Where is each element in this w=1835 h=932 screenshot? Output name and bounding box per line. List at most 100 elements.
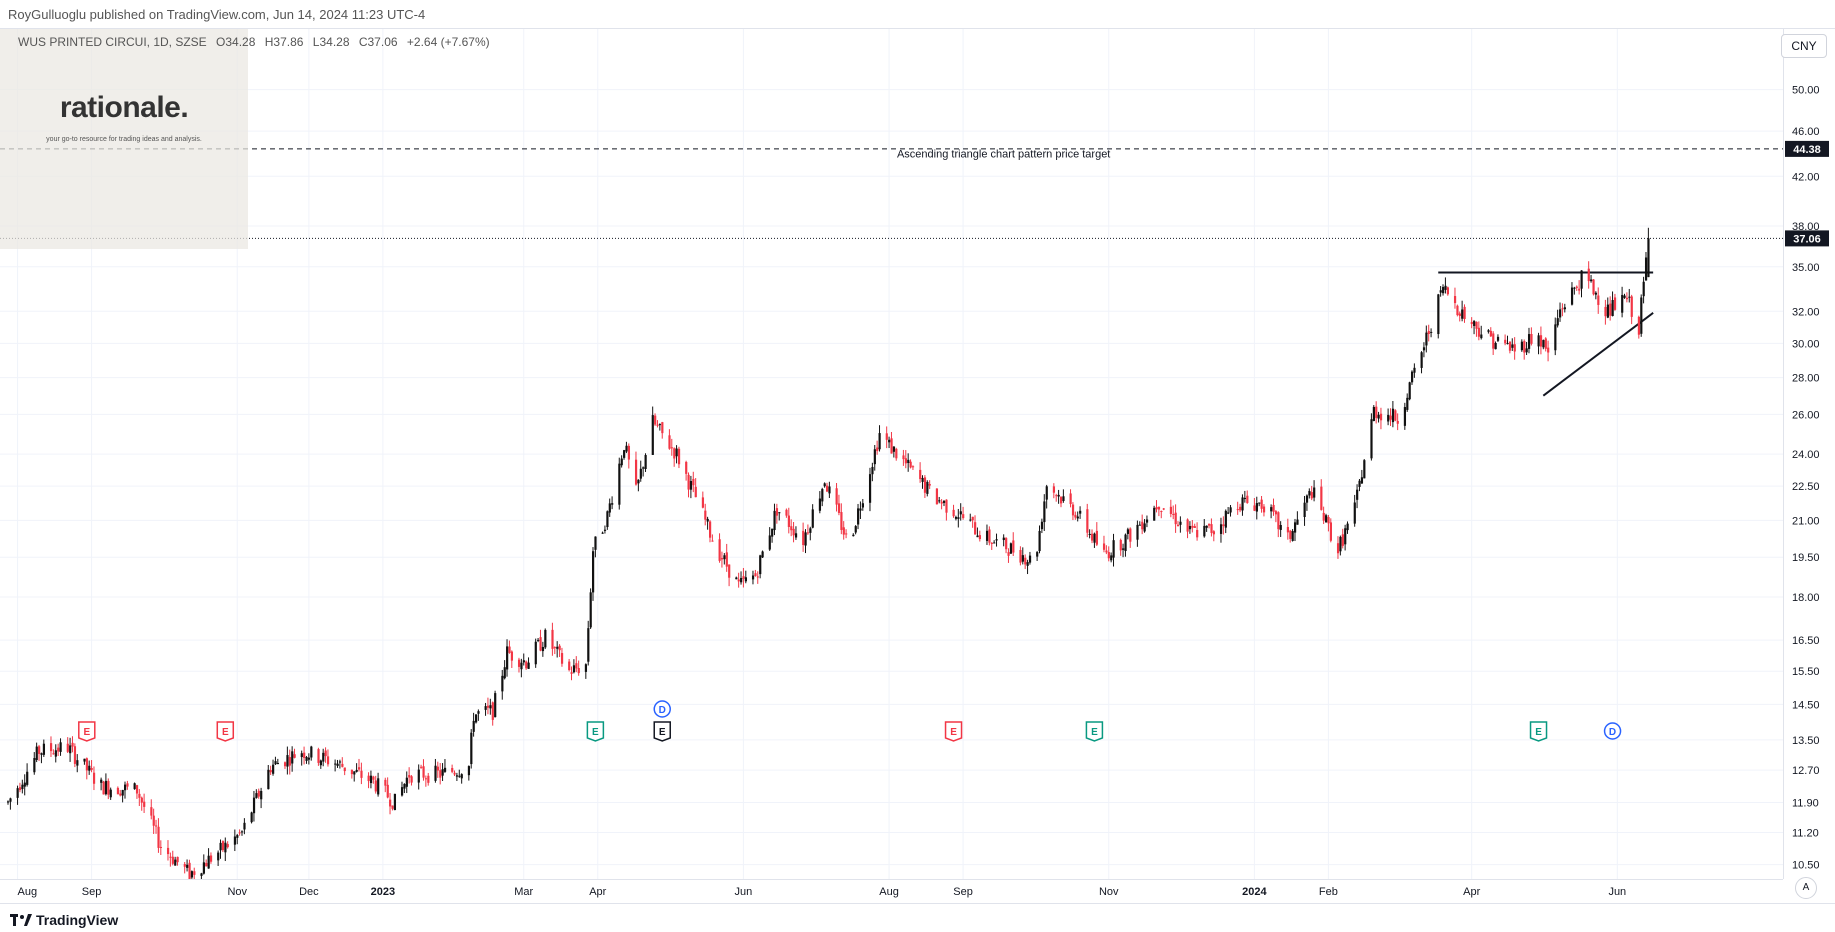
candle-body — [477, 711, 480, 714]
candle-body — [1508, 341, 1512, 351]
candle-body — [1623, 295, 1626, 298]
x-tick-label: Dec — [299, 886, 319, 898]
candle-body — [794, 533, 798, 538]
candle-body — [238, 832, 241, 834]
candle-body — [1544, 338, 1547, 349]
symbol-legend[interactable]: WUS PRINTED CIRCUI, 1D, SZSE O34.28 H37.… — [18, 35, 496, 49]
y-tick-label: 26.00 — [1792, 409, 1820, 421]
candle-body — [458, 775, 461, 777]
candle-body — [969, 519, 972, 521]
earnings-marker[interactable]: E — [653, 721, 671, 742]
candle-body — [1162, 508, 1165, 510]
candle-body — [372, 776, 375, 780]
candle-body — [907, 459, 910, 464]
y-tick-label: 13.50 — [1792, 735, 1820, 747]
earnings-marker[interactable]: E — [586, 721, 605, 742]
candle-body — [873, 449, 876, 465]
candle-body — [1527, 334, 1531, 349]
candle-body — [661, 422, 664, 434]
x-tick-label: Nov — [1099, 886, 1119, 898]
price-axis[interactable]: 10.50 11.20 11.90 12.70 13.50 14.50 15.50 16.50… — [1784, 29, 1835, 879]
candle-body — [233, 836, 237, 845]
auto-scale-button[interactable]: A — [1795, 877, 1817, 899]
candle-body — [971, 516, 974, 521]
candle-body — [704, 510, 707, 520]
candle-body — [1119, 539, 1122, 551]
candle-body — [1523, 341, 1526, 353]
candle-body — [102, 781, 105, 795]
candle-body — [1420, 352, 1423, 368]
candle-body — [288, 757, 291, 766]
legend-change: +2.64 (+7.67%) — [406, 35, 490, 49]
candle-body — [1475, 321, 1478, 329]
candle-body — [436, 766, 439, 771]
candle-body — [1255, 503, 1258, 512]
candle-body — [503, 667, 506, 679]
candle-body — [107, 780, 110, 795]
x-tick-label: Apr — [1463, 886, 1480, 898]
candle-body — [403, 783, 406, 789]
candle-body — [1561, 308, 1564, 310]
candle-body — [353, 771, 356, 775]
candle-body — [451, 767, 454, 772]
candle-body — [568, 661, 571, 671]
candle-body — [1642, 281, 1645, 297]
candle-body — [1062, 496, 1065, 501]
candle-body — [1191, 525, 1194, 528]
candle-body — [985, 530, 989, 541]
candle-body — [1129, 528, 1132, 542]
candle-body — [104, 780, 108, 795]
candle-body — [1112, 540, 1115, 558]
candle-body — [1157, 506, 1161, 510]
candle-body — [759, 555, 762, 575]
candle-body — [1160, 510, 1163, 512]
candle-body — [427, 775, 430, 783]
candle-body — [217, 852, 220, 861]
candle-body — [935, 488, 939, 505]
candle-body — [369, 775, 373, 784]
candle-body — [601, 532, 604, 534]
top-bar: RoyGulluoglu published on TradingView.co… — [0, 0, 1835, 29]
candle-body — [71, 742, 74, 747]
currency-button[interactable]: CNY — [1781, 34, 1827, 58]
candle-body — [1356, 489, 1359, 500]
candle-body — [408, 775, 411, 778]
candle-body — [771, 528, 774, 537]
earnings-marker[interactable]: E — [216, 721, 235, 742]
candle-body — [1525, 348, 1528, 353]
candle-body — [424, 778, 428, 780]
candle-body — [1444, 285, 1447, 290]
time-axis[interactable]: Aug Sep Nov Dec 2023 Mar Apr Jun Aug Sep Nov 2024 Fe… — [0, 879, 1783, 902]
chart-plot-area[interactable]: Ascending triangle chart pattern price t… — [0, 29, 1784, 884]
candle-body — [558, 645, 561, 651]
candle-body — [1095, 530, 1099, 545]
x-tick-label: Aug — [879, 886, 899, 898]
candle-body — [1055, 495, 1058, 497]
earnings-marker[interactable]: E — [944, 721, 963, 742]
candle-body — [1573, 287, 1576, 289]
trendline-support[interactable] — [1542, 312, 1654, 397]
y-tick-label: 15.50 — [1792, 666, 1820, 678]
candle-body — [326, 756, 330, 765]
price-chart[interactable]: Ascending triangle chart pattern price t… — [0, 29, 1783, 884]
candle-body — [656, 424, 659, 426]
earnings-marker[interactable]: E — [78, 721, 96, 742]
event-label: E — [1091, 727, 1098, 738]
dividend-marker[interactable]: D — [1603, 722, 1622, 740]
candle-body — [1243, 497, 1247, 499]
dividend-marker[interactable]: D — [653, 700, 671, 718]
candle-body — [1009, 543, 1013, 554]
candle-body — [1293, 522, 1297, 533]
candle-body — [360, 770, 363, 778]
candle-body — [1391, 408, 1395, 423]
earnings-marker[interactable]: E — [1529, 721, 1548, 742]
candle-body — [357, 767, 361, 770]
earnings-marker[interactable]: E — [1085, 721, 1104, 742]
candle-body — [1461, 309, 1464, 319]
candle-body — [317, 749, 320, 763]
tradingview-logo[interactable]: TradingView — [10, 912, 118, 928]
candle-body — [539, 637, 542, 651]
candle-body — [787, 515, 790, 527]
candle-body — [243, 822, 246, 830]
candle-body — [857, 508, 860, 525]
